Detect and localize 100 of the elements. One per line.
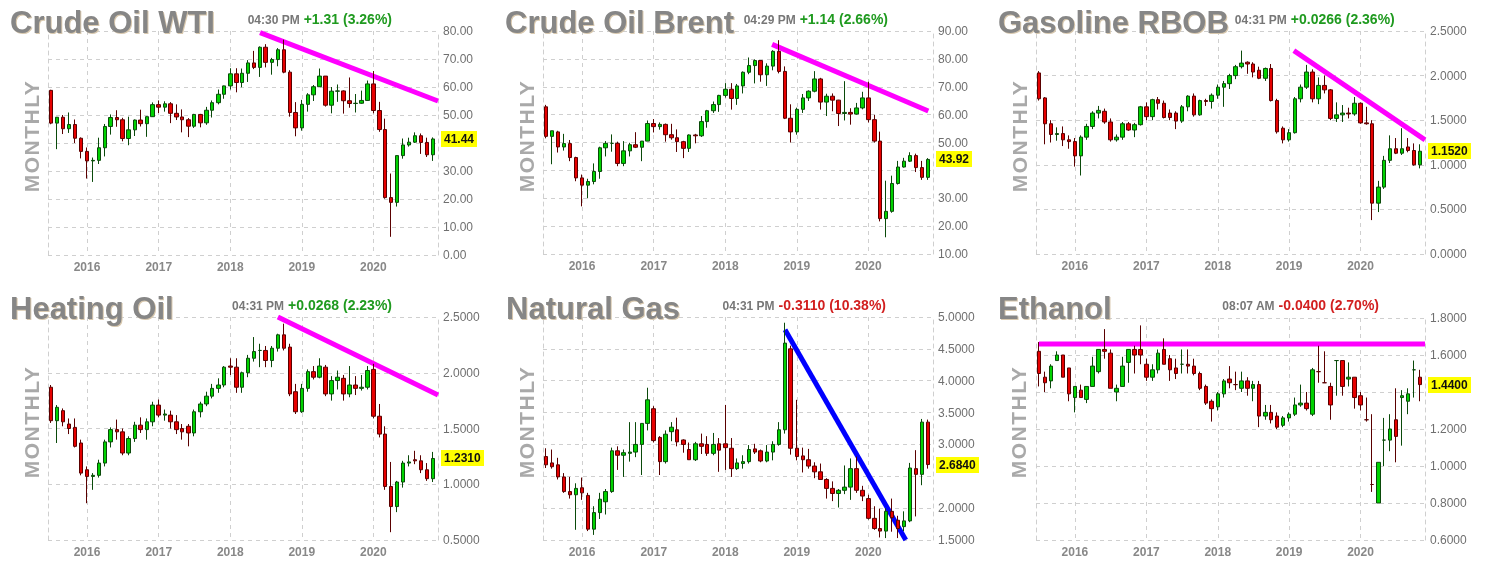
- candlestick: [1257, 380, 1261, 428]
- candlestick: [884, 180, 888, 238]
- candlestick: [717, 437, 721, 473]
- candlestick: [758, 59, 763, 83]
- candlestick: [91, 157, 95, 183]
- candlestick: [1049, 363, 1053, 389]
- text: +0.0268 (2.23%): [288, 297, 392, 313]
- candlestick: [138, 109, 143, 127]
- candlestick: [1382, 417, 1386, 467]
- candlestick: [1370, 413, 1374, 493]
- y-tick-label: 50.00: [938, 135, 969, 150]
- text: MONTHLY: [1007, 79, 1031, 193]
- x-tick-label: 2018: [1204, 545, 1232, 559]
- text: 04:31 PM: [232, 299, 285, 313]
- candlestick: [395, 480, 399, 513]
- candlestick: [401, 138, 405, 160]
- candlestick: [246, 59, 250, 83]
- candlestick: [1233, 371, 1238, 391]
- y-tick-label: 20.00: [443, 192, 474, 206]
- candlestick: [1328, 382, 1333, 421]
- candlestick: [389, 461, 393, 533]
- annotation: 1.2310: [441, 450, 484, 467]
- x-tick-label: 2020: [1347, 545, 1375, 559]
- candlestick: [1079, 384, 1083, 399]
- candlestick: [67, 111, 71, 134]
- candlestick: [1388, 134, 1392, 164]
- x-tick-label: 2018: [711, 545, 739, 559]
- candlestick: [926, 419, 930, 470]
- candlestick: [252, 50, 256, 70]
- y-tick-label: 4.5000: [938, 341, 976, 356]
- candlestick: [317, 357, 322, 379]
- candlestick: [1102, 328, 1107, 360]
- chart-title: Gasoline RBOB: [998, 5, 1229, 40]
- y-tick-label: 1.8000: [1430, 311, 1468, 325]
- candlestick: [920, 160, 924, 181]
- candlestick: [902, 510, 906, 532]
- candlestick: [300, 383, 304, 414]
- y-tick-label: 70.00: [938, 79, 969, 94]
- candlestick: [133, 118, 137, 137]
- candlestick: [663, 429, 668, 465]
- candlestick: [687, 133, 691, 153]
- candlestick: [741, 454, 745, 470]
- candlestick: [562, 133, 566, 152]
- candlestick: [1073, 137, 1077, 168]
- candlestick: [687, 442, 691, 461]
- candlestick: [1400, 389, 1404, 447]
- y-tick-label: 3.5000: [938, 405, 976, 420]
- candlestick: [85, 465, 89, 504]
- candlestick: [586, 492, 590, 532]
- annotation: 1.1520: [1428, 143, 1471, 160]
- candlestick: [258, 45, 262, 78]
- x-tick-label: 2017: [640, 259, 668, 273]
- candlestick: [1322, 350, 1327, 384]
- candlestick: [556, 457, 560, 480]
- candlestick: [407, 454, 411, 467]
- candlestick: [85, 146, 89, 180]
- candlestick: [1037, 341, 1041, 387]
- y-tick-label: 20.00: [938, 219, 969, 234]
- candlestick: [431, 451, 435, 483]
- text: MONTHLY: [514, 79, 538, 193]
- candlestick: [186, 423, 191, 447]
- candlestick: [311, 365, 316, 380]
- candlestick: [777, 421, 781, 447]
- candlestick: [1245, 376, 1250, 397]
- x-tick-label: 2017: [1133, 259, 1161, 273]
- candlestick: [413, 450, 417, 465]
- candlestick: [693, 441, 698, 462]
- x-tick-label: 2019: [1275, 545, 1303, 559]
- candlestick: [1192, 358, 1196, 376]
- chart-title: Natural Gas: [506, 291, 681, 326]
- candlestick: [580, 174, 584, 207]
- y-tick-label: 50.00: [443, 108, 474, 122]
- candlestick: [234, 67, 239, 93]
- x-tick-label: 2018: [216, 545, 244, 559]
- candlestick: [270, 345, 274, 368]
- y-tick-label: 1.0000: [443, 477, 481, 492]
- candlestick: [1287, 128, 1291, 143]
- candlestick: [1394, 387, 1398, 463]
- candlestick: [1186, 348, 1190, 374]
- candlestick: [842, 80, 847, 121]
- y-tick-label: 2.0000: [938, 501, 976, 516]
- candlestick: [1334, 360, 1339, 397]
- candlestick: [765, 444, 769, 463]
- candlestick: [795, 107, 799, 136]
- y-tick-label: 0.6000: [1430, 533, 1468, 547]
- candlestick: [1406, 387, 1410, 415]
- annotation: 43.92: [936, 151, 973, 168]
- y-tick-label: 0.0000: [1430, 247, 1468, 261]
- annotation: 1.4400: [1428, 376, 1471, 393]
- candlestick: [192, 113, 196, 129]
- candlestick: [1055, 350, 1059, 362]
- text: 04:31 PM: [722, 299, 775, 313]
- candlestick: [568, 139, 572, 162]
- candlestick: [1239, 371, 1244, 393]
- y-tick-label: 30.00: [443, 164, 474, 178]
- candlestick: [592, 162, 596, 185]
- candlestick: [1310, 68, 1315, 103]
- candlestick: [615, 141, 620, 167]
- candlestick: [693, 133, 698, 144]
- candlestick: [1406, 137, 1410, 153]
